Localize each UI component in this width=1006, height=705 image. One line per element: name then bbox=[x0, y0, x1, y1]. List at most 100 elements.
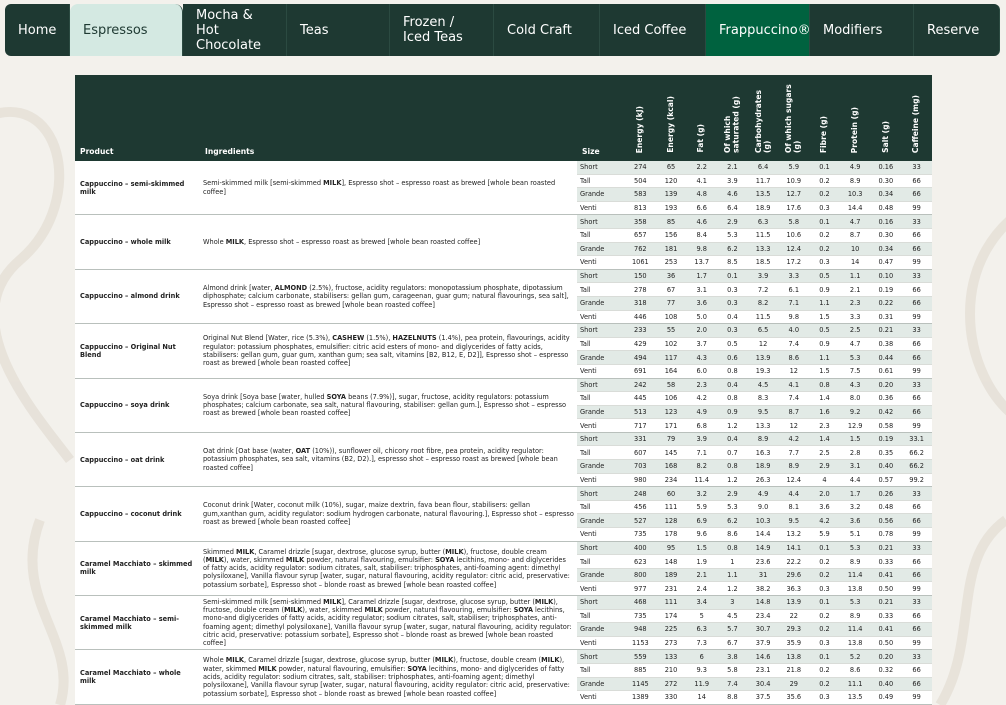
nutrition-value: 210 bbox=[655, 663, 687, 678]
nutrition-value: 37.9 bbox=[747, 636, 779, 651]
nutrition-value: 2.2 bbox=[686, 161, 718, 175]
nav-tab[interactable]: Espressos bbox=[70, 4, 183, 56]
nutrition-value: 8.1 bbox=[778, 500, 810, 515]
table-row: Tall 504 120 4.1 3.9 11.7 10.9 0.2 8.9 0.30 66 bbox=[75, 174, 932, 189]
table-row: Cappuccino – almond drink Almond drink [w… bbox=[75, 269, 932, 325]
nutrition-value: 6.4 bbox=[717, 201, 748, 216]
nutrition-value: 0.8 bbox=[717, 459, 748, 474]
nutrition-value: 5.9 bbox=[778, 161, 810, 175]
nutrition-value: 11.4 bbox=[839, 568, 871, 583]
nutrition-value: 66 bbox=[901, 405, 932, 420]
nutrition-value: 55 bbox=[655, 323, 687, 338]
table: Product Ingredients Size Energy (kJ) Energy … bbox=[75, 75, 932, 705]
nutrition-value: 8.8 bbox=[717, 690, 748, 705]
table-row: Tall 278 67 3.1 0.3 7.2 6.1 0.9 2.1 0.19 66 bbox=[75, 282, 932, 297]
nutrition-value: 99 bbox=[901, 364, 932, 379]
nutrition-value: 527 bbox=[625, 513, 656, 529]
nutrition-value: 0.36 bbox=[870, 391, 902, 406]
nutrition-value: 0.4 bbox=[717, 378, 748, 393]
nutrition-value: 3.7 bbox=[686, 337, 718, 352]
nutrition-value: 494 bbox=[625, 350, 656, 365]
nav-tab[interactable]: Cold Craft bbox=[494, 4, 600, 56]
nutrition-value: 150 bbox=[625, 269, 656, 284]
size: Venti bbox=[577, 418, 625, 433]
nutrition-value: 0.56 bbox=[870, 513, 902, 529]
table-row: Cappuccino – coconut drink Coconut drink … bbox=[75, 486, 932, 542]
size: Short bbox=[577, 323, 625, 338]
nutrition-value: 33 bbox=[901, 378, 932, 393]
table-row: Grande 318 77 3.6 0.3 8.2 7.1 1.1 2.3 0.22 66 bbox=[75, 296, 932, 311]
product-name: Caramel Macchiato – semi-skimmed milk bbox=[75, 595, 200, 651]
nutrition-value: 0.57 bbox=[870, 473, 902, 488]
nutrition-value: 330 bbox=[655, 690, 687, 705]
nav-tab[interactable]: Reserve bbox=[914, 4, 1000, 56]
nutrition-value: 8.6 bbox=[717, 527, 748, 542]
nav-tab[interactable]: Teas bbox=[287, 4, 390, 56]
nav-tab[interactable]: Iced Coffee bbox=[600, 4, 706, 56]
nutrition-value: 9.5 bbox=[778, 513, 810, 529]
product-name: Cappuccino – semi-skimmed milk bbox=[75, 161, 200, 216]
table-row: Cappuccino – Original Nut Blend Original … bbox=[75, 323, 932, 379]
nutrition-value: 13.7 bbox=[686, 255, 718, 270]
nutrition-value: 2.3 bbox=[839, 296, 871, 311]
nutrition-value: 33.1 bbox=[901, 432, 932, 447]
nav-tab[interactable]: Mocha & Hot Chocolate bbox=[183, 4, 287, 56]
nutrition-value: 0.2 bbox=[809, 187, 840, 202]
nutrition-value: 1 bbox=[717, 554, 748, 569]
column-header: Salt (g) bbox=[870, 75, 902, 161]
column-header: Product bbox=[75, 75, 200, 161]
nutrition-value: 12 bbox=[778, 418, 810, 433]
nutrition-value: 8.7 bbox=[839, 228, 871, 243]
nutrition-value: 456 bbox=[625, 500, 656, 515]
ingredients: Coconut drink [Water, coconut milk (10%)… bbox=[200, 486, 577, 542]
table-row: Tall 445 106 4.2 0.8 8.3 7.4 1.4 8.0 0.36 66 bbox=[75, 391, 932, 406]
nutrition-value: 3.8 bbox=[717, 649, 748, 664]
nutrition-value: 0.48 bbox=[870, 500, 902, 515]
nutrition-value: 0.35 bbox=[870, 445, 902, 461]
nav-tab[interactable]: Frappuccino® bbox=[706, 4, 811, 56]
nutrition-value: 4.3 bbox=[839, 378, 871, 393]
nutrition-value: 14.4 bbox=[839, 201, 871, 216]
ingredients: Whole MILK, Espresso shot – espresso roa… bbox=[200, 214, 577, 270]
nutrition-value: 1145 bbox=[625, 677, 656, 692]
nutrition-value: 10.6 bbox=[778, 228, 810, 243]
nutrition-value: 66 bbox=[901, 677, 932, 692]
nutrition-value: 0.1 bbox=[809, 161, 840, 175]
nutrition-value: 8.9 bbox=[778, 459, 810, 474]
nutrition-value: 4 bbox=[809, 473, 840, 488]
nav-tab[interactable]: Modifiers bbox=[810, 4, 914, 56]
ingredients: Skimmed MILK, Caramel drizzle [sugar, de… bbox=[200, 541, 577, 597]
nutrition-value: 429 bbox=[625, 337, 656, 352]
nav-tab[interactable]: Home bbox=[5, 4, 70, 56]
size: Short bbox=[577, 269, 625, 284]
nutrition-value: 11.4 bbox=[839, 622, 871, 637]
column-header-text: Energy (kJ) bbox=[635, 105, 645, 153]
nutrition-value: 8.9 bbox=[747, 432, 779, 447]
nutrition-value: 7.1 bbox=[686, 445, 718, 461]
nutrition-value: 13.9 bbox=[747, 350, 779, 365]
nutrition-value: 0.2 bbox=[809, 554, 840, 569]
nutrition-value: 1.5 bbox=[809, 364, 840, 379]
size: Short bbox=[577, 432, 625, 447]
nav-tab[interactable]: Frozen / Iced Teas bbox=[390, 4, 494, 56]
nutrition-value: 35.9 bbox=[778, 636, 810, 651]
nutrition-value: 1.1 bbox=[839, 269, 871, 284]
column-header-text: Salt (g) bbox=[880, 121, 890, 153]
nutrition-value: 0.8 bbox=[809, 378, 840, 393]
nutrition-value: 0.33 bbox=[870, 609, 902, 624]
nutrition-value: 3.6 bbox=[686, 296, 718, 311]
nutrition-value: 66 bbox=[901, 242, 932, 257]
nutrition-value: 117 bbox=[655, 350, 687, 365]
nutrition-value: 0.3 bbox=[717, 282, 748, 297]
size: Grande bbox=[577, 296, 625, 311]
nutrition-value: 0.3 bbox=[717, 323, 748, 338]
nutrition-value: 13.3 bbox=[747, 418, 779, 433]
ingredients: Whole MILK, Caramel drizzle [sugar, dext… bbox=[200, 649, 577, 705]
nutrition-value: 12.9 bbox=[839, 418, 871, 433]
nutrition-value: 274 bbox=[625, 161, 656, 175]
column-header: Protein (g) bbox=[839, 75, 871, 161]
size: Grande bbox=[577, 622, 625, 637]
nutrition-value: 4.4 bbox=[839, 473, 871, 488]
nutrition-value: 0.2 bbox=[809, 242, 840, 257]
